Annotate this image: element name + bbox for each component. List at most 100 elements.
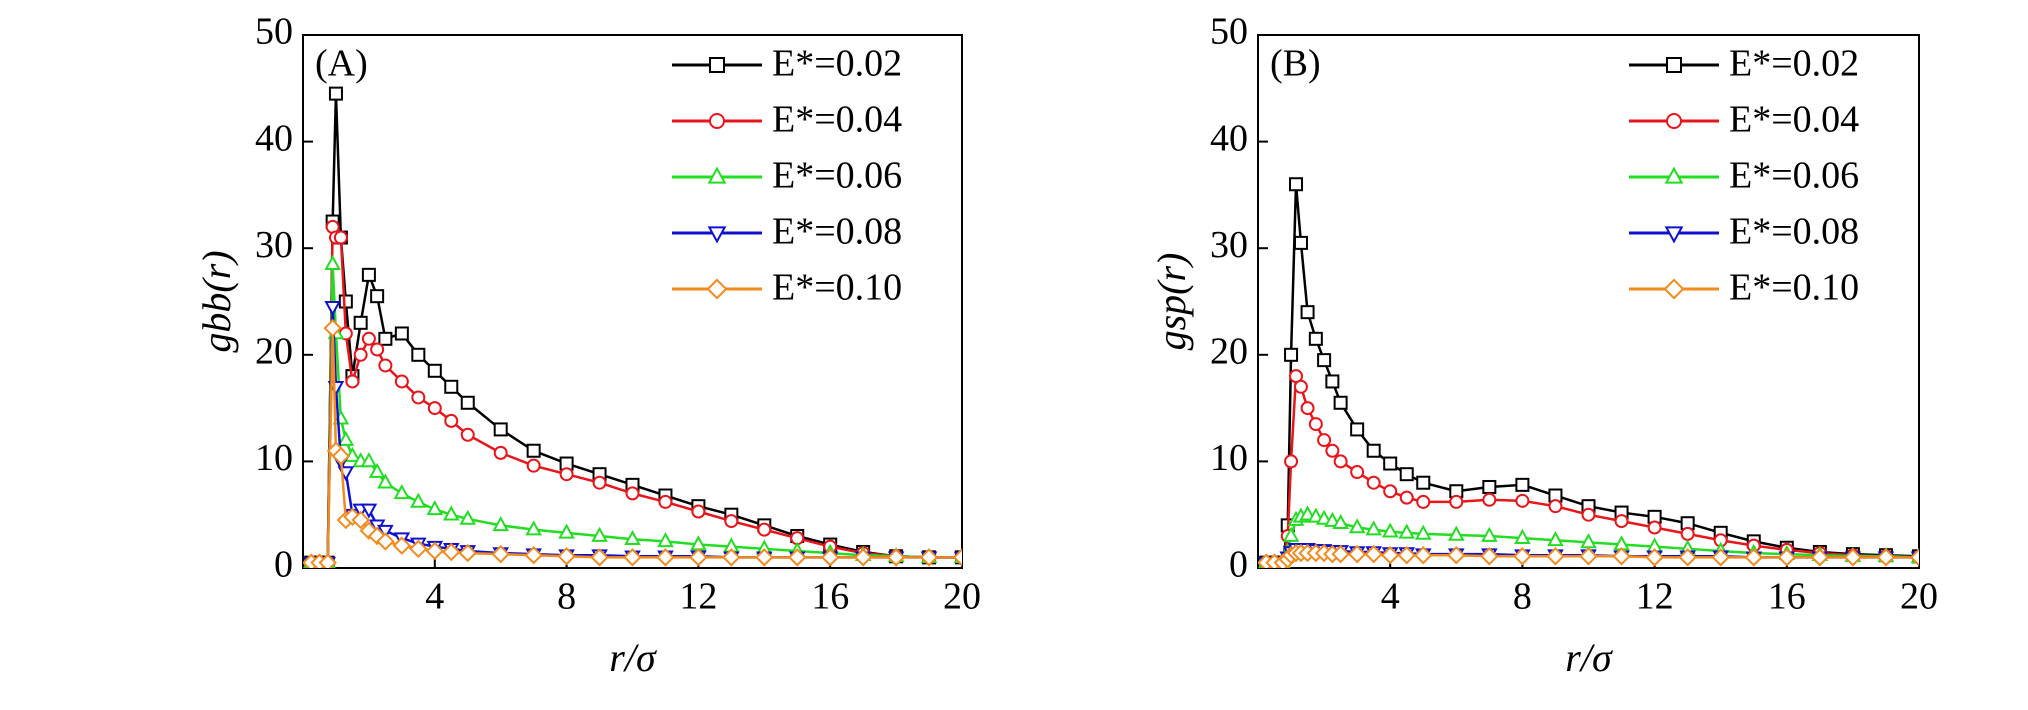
marker [394,326,409,341]
marker [1365,520,1382,536]
x-tick-label: 12 [1636,576,1674,618]
y-tick-label: 10 [255,437,293,479]
marker [1364,544,1383,564]
marker [591,526,608,542]
marker [360,452,378,468]
marker [1399,467,1414,482]
marker [1284,454,1299,469]
plot-frame [302,34,963,569]
marker [1514,528,1531,544]
marker [1333,395,1348,410]
legend-label: E*=0.06 [1729,155,1859,197]
marker [376,532,395,551]
y-axis-label: gbb(r) [194,250,239,352]
marker [1416,475,1431,490]
legend-marker [1664,166,1684,184]
marker [623,548,642,567]
legend-marker [1663,278,1685,300]
marker [368,462,386,478]
marker [691,504,706,519]
marker [344,446,361,462]
marker [656,548,675,567]
marker [411,390,426,405]
marker [657,532,674,548]
series-line [1266,375,1919,564]
x-tick-label: 4 [425,576,444,618]
marker [1711,548,1730,567]
marker [492,516,509,532]
series-line [311,264,962,564]
marker [1744,548,1763,567]
legend-marker [1666,113,1682,129]
marker [1347,544,1367,564]
x-axis-label: r/σ [1565,635,1613,680]
marker [1449,494,1464,509]
marker [444,379,459,394]
marker [1289,177,1304,192]
series [1259,369,1919,568]
marker [491,544,510,564]
marker [1325,443,1340,458]
marker [1397,545,1416,565]
marker [592,475,607,490]
marker [361,331,376,346]
marker [493,422,508,437]
marker [1515,493,1530,508]
marker [377,473,394,489]
marker [1548,499,1563,514]
legend-marker [707,166,727,184]
marker [442,505,460,521]
x-tick-label: 12 [679,576,717,618]
marker [370,342,385,357]
series [303,318,962,568]
marker [1317,353,1332,368]
marker [351,510,370,530]
legend-marker [709,113,725,129]
marker [1300,401,1315,416]
marker [755,548,774,567]
marker [442,542,461,562]
marker [1777,548,1797,567]
legend-label: E*=0.08 [772,211,902,253]
marker [1282,526,1300,542]
marker [1381,522,1399,538]
marker [338,294,353,309]
marker [559,467,574,482]
marker [360,503,378,519]
series-line [311,306,962,564]
legend-label: E*=0.08 [1729,211,1859,253]
marker [426,500,444,516]
marker [1300,305,1315,320]
y-tick-label: 0 [274,544,293,586]
y-tick-label: 20 [1210,331,1248,373]
marker [1383,484,1398,499]
y-tick-label: 50 [255,11,293,53]
marker [1307,507,1325,523]
marker [1843,548,1863,567]
marker [919,548,939,567]
marker [1647,520,1662,535]
y-axis-label: gsp(r) [1149,253,1194,351]
legend-label: E*=0.10 [772,267,902,309]
marker [378,331,393,346]
marker [458,543,477,563]
marker [1416,494,1431,509]
panel-label: (B) [1270,43,1321,85]
legend-label: E*=0.10 [1729,267,1859,309]
marker [1366,475,1381,490]
marker [1399,490,1414,505]
y-tick-label: 30 [255,224,293,266]
marker [722,548,741,567]
x-axis-label: r/σ [609,635,657,680]
x-tick-label: 20 [943,576,981,618]
marker [557,547,576,566]
marker [1448,525,1465,541]
x-tick-label: 16 [811,576,849,618]
marker [1299,505,1316,521]
marker [493,445,508,460]
marker [526,443,541,458]
marker [370,289,385,304]
marker [1324,511,1341,527]
